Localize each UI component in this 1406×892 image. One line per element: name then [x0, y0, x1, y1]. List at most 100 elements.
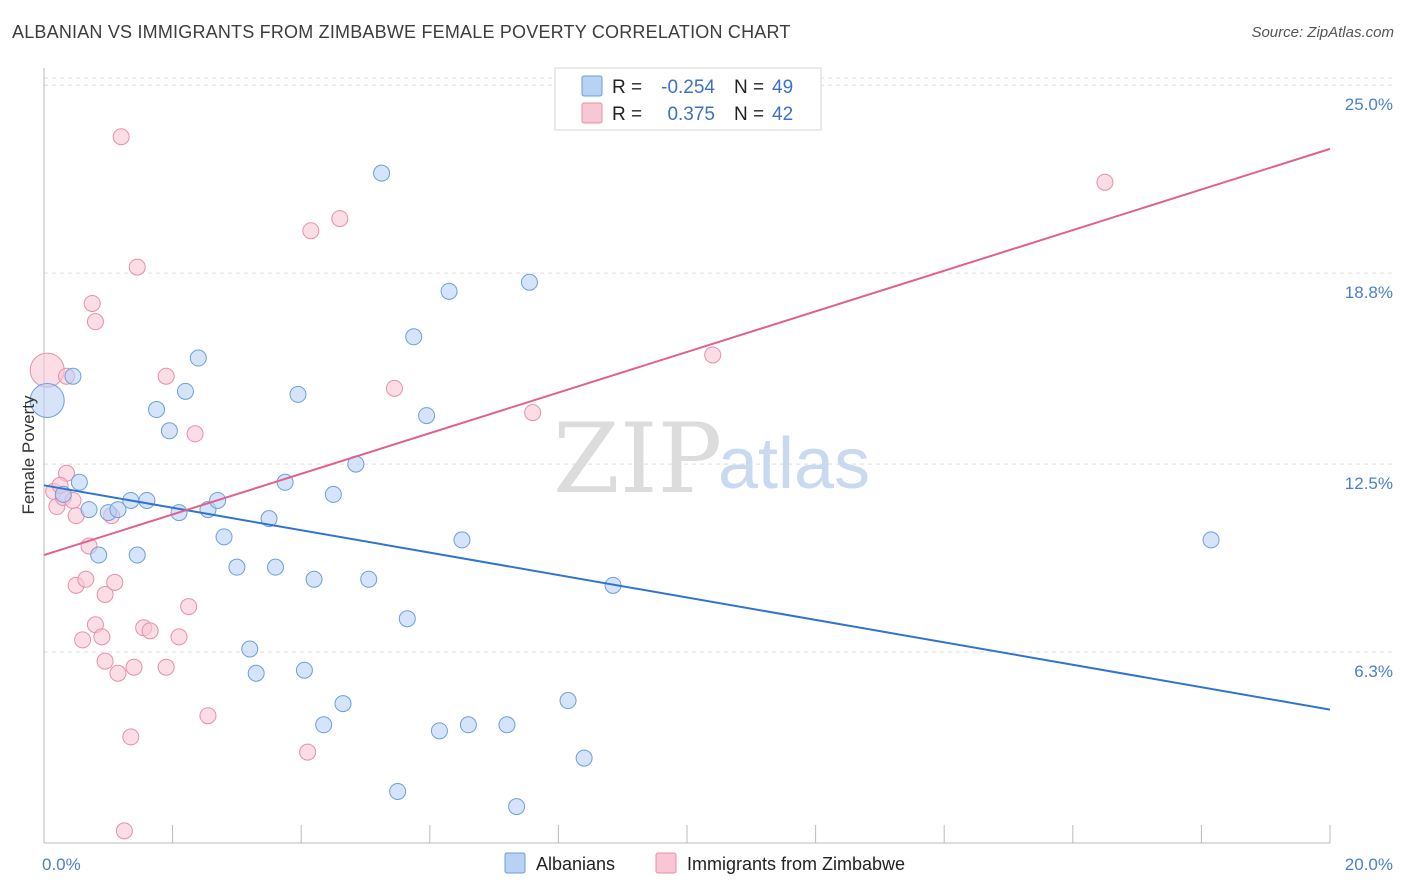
data-point-albanians — [575, 749, 593, 767]
legend-n-value: 42 — [772, 104, 793, 125]
data-point-albanians — [520, 273, 538, 291]
watermark-zip: ZIP — [553, 403, 722, 515]
data-point-albanians — [508, 798, 526, 816]
data-point-zimbabwe — [77, 570, 95, 588]
legend-label-albanians: Albanians — [536, 854, 615, 874]
data-point-zimbabwe — [524, 404, 542, 422]
data-point-albanians — [228, 558, 246, 576]
data-point-zimbabwe — [199, 707, 217, 725]
series-legend: Albanians Immigrants from Zimbabwe — [504, 852, 905, 874]
data-point-albanians — [440, 282, 458, 300]
scatter-points — [29, 128, 1220, 840]
watermark: ZIP atlas — [553, 403, 870, 515]
data-point-albanians — [360, 570, 378, 588]
data-point-albanians — [260, 510, 278, 528]
y-tick-label: 6.3% — [1354, 662, 1393, 681]
data-point-albanians — [160, 422, 178, 440]
data-point-zimbabwe — [180, 598, 198, 616]
data-point-albanians — [289, 385, 307, 403]
data-point-zimbabwe — [112, 128, 130, 146]
source-credit: Source: ZipAtlas.com — [1251, 24, 1394, 41]
data-point-albanians — [559, 692, 577, 710]
tick-labels: 6.3% 12.5% 18.8% 25.0% 0.0% 20.0% — [42, 95, 1393, 874]
legend-label-zimbabwe: Immigrants from Zimbabwe — [687, 854, 905, 874]
legend-r-value: 0.375 — [667, 104, 715, 125]
data-point-albanians — [498, 716, 516, 734]
data-point-albanians — [305, 570, 323, 588]
data-point-albanians — [70, 473, 88, 491]
data-point-albanians — [453, 531, 471, 549]
data-point-albanians — [138, 491, 156, 509]
y-tick-label: 25.0% — [1345, 95, 1393, 114]
grid-lines — [44, 77, 1395, 653]
trend-line-zimbabwe — [43, 147, 1331, 556]
legend-r-value: -0.254 — [661, 77, 715, 98]
data-point-albanians — [430, 722, 448, 740]
data-point-zimbabwe — [96, 585, 114, 603]
data-point-zimbabwe — [385, 379, 403, 397]
data-point-albanians — [266, 558, 284, 576]
legend-swatch-zimbabwe — [581, 102, 603, 124]
data-point-albanians — [109, 501, 127, 519]
correlation-legend: R = -0.254 N = 49 R = 0.375 N = 42 — [554, 67, 822, 131]
y-tick-label: 18.8% — [1345, 283, 1393, 302]
y-axis-label: Female Poverty — [19, 395, 38, 515]
data-point-albanians — [315, 716, 333, 734]
data-point-albanians — [405, 328, 423, 346]
data-point-albanians — [334, 695, 352, 713]
data-point-zimbabwe — [704, 346, 722, 364]
data-point-zimbabwe — [122, 728, 140, 746]
data-point-albanians — [418, 407, 436, 425]
legend-r-label: R = — [612, 104, 642, 125]
data-point-albanians — [176, 382, 194, 400]
y-tick-label: 12.5% — [1345, 474, 1393, 493]
data-point-albanians — [128, 546, 146, 564]
data-point-albanians — [247, 664, 265, 682]
data-point-albanians — [389, 782, 407, 800]
legend-swatch-albanians — [504, 852, 526, 874]
data-point-albanians — [459, 716, 477, 734]
chart-title: ALBANIAN VS IMMIGRANTS FROM ZIMBABWE FEM… — [12, 22, 791, 42]
data-point-albanians — [373, 164, 391, 182]
x-tick-label: 0.0% — [42, 855, 81, 874]
data-point-zimbabwe — [93, 628, 111, 646]
data-point-albanians — [64, 367, 82, 385]
legend-n-label: N = — [734, 77, 764, 98]
trend-line-albanians — [43, 484, 1331, 711]
legend-n-label: N = — [734, 104, 764, 125]
data-point-zimbabwe — [96, 652, 114, 670]
data-point-albanians — [324, 485, 342, 503]
data-point-zimbabwe — [141, 622, 159, 640]
data-point-albanians — [1202, 531, 1220, 549]
data-point-zimbabwe — [29, 352, 65, 388]
data-point-zimbabwe — [1096, 173, 1114, 191]
data-point-zimbabwe — [186, 425, 204, 443]
data-point-albanians — [54, 485, 72, 503]
data-point-albanians — [29, 382, 65, 418]
data-point-zimbabwe — [157, 658, 175, 676]
data-point-albanians — [215, 528, 233, 546]
data-point-zimbabwe — [170, 628, 188, 646]
data-point-albanians — [241, 640, 259, 658]
legend-r-label: R = — [612, 77, 642, 98]
legend-swatch-albanians — [581, 75, 603, 97]
data-point-zimbabwe — [115, 822, 133, 840]
data-point-zimbabwe — [86, 313, 104, 331]
data-point-albanians — [148, 401, 166, 419]
axes — [43, 68, 1331, 844]
data-point-zimbabwe — [157, 367, 175, 385]
data-point-albanians — [80, 501, 98, 519]
data-point-zimbabwe — [302, 222, 320, 240]
data-point-zimbabwe — [83, 294, 101, 312]
data-point-albanians — [189, 349, 207, 367]
watermark-atlas: atlas — [718, 424, 870, 504]
data-point-albanians — [295, 661, 313, 679]
data-point-zimbabwe — [331, 210, 349, 228]
data-point-zimbabwe — [299, 743, 317, 761]
data-point-zimbabwe — [106, 573, 124, 591]
data-point-zimbabwe — [128, 258, 146, 276]
data-point-zimbabwe — [125, 658, 143, 676]
data-point-albanians — [90, 546, 108, 564]
data-point-albanians — [398, 610, 416, 628]
